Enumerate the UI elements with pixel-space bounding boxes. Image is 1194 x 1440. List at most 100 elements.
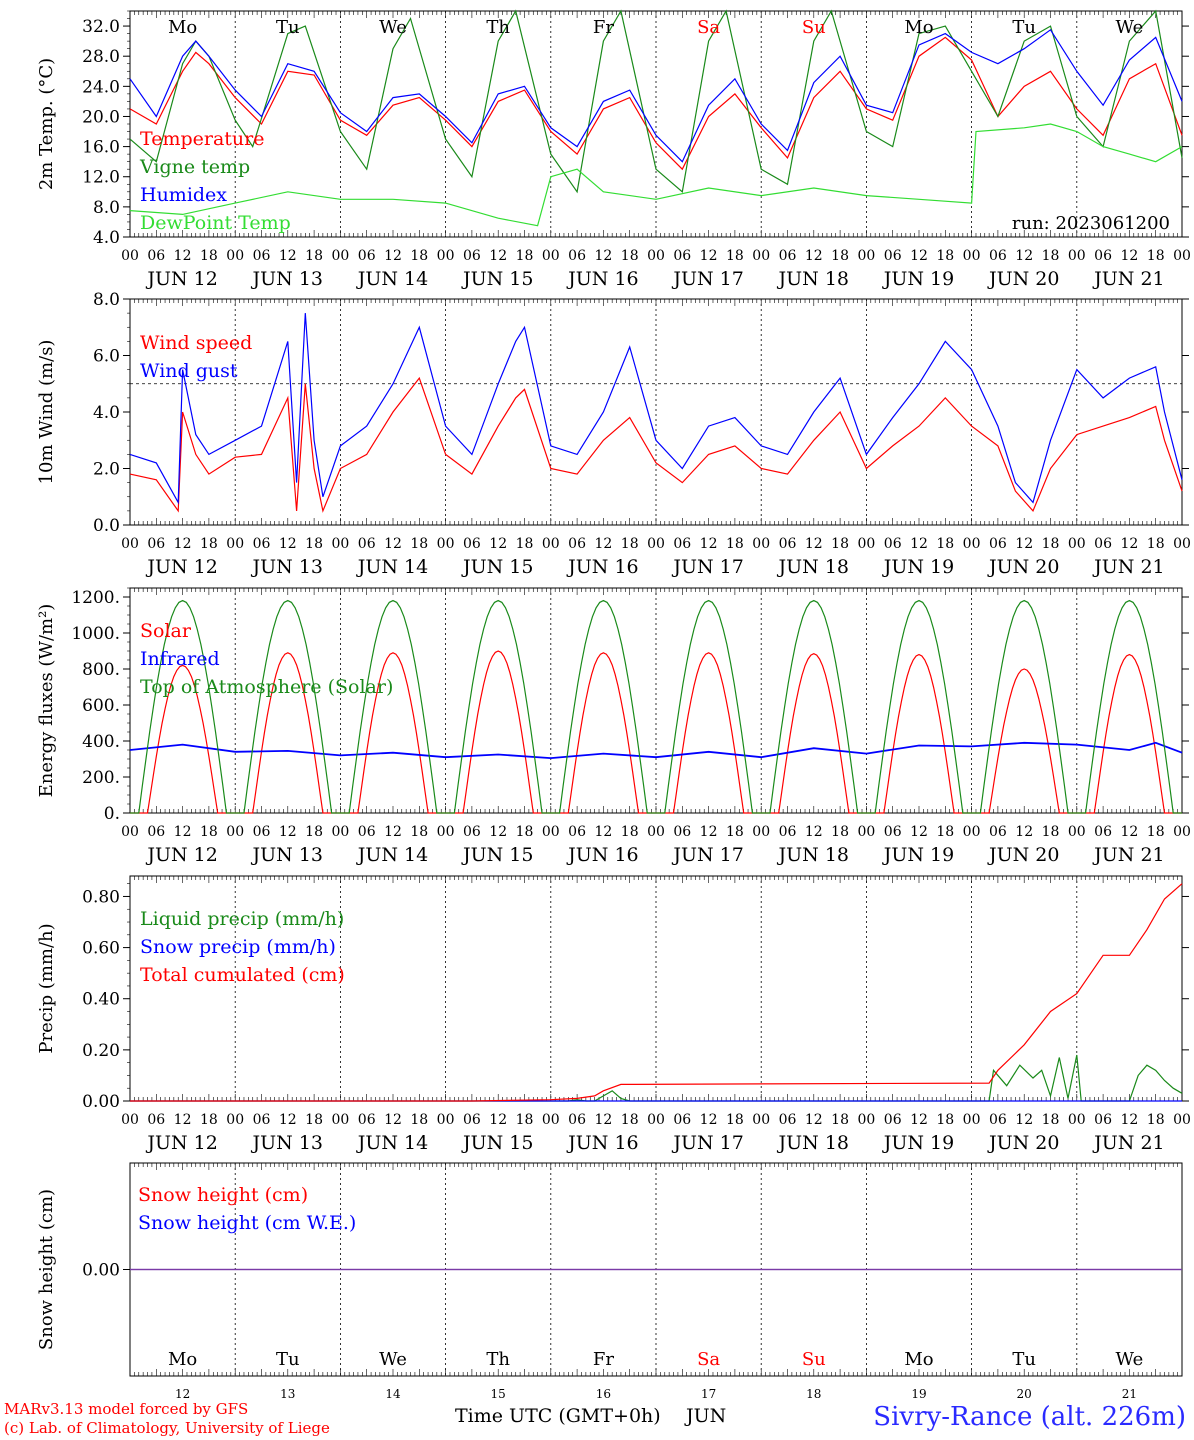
- date-label: JUN 18: [777, 1132, 849, 1154]
- hour-tick-label: 12: [910, 1112, 928, 1128]
- day-number-label: 19: [911, 1387, 926, 1401]
- hour-tick-label: 00: [752, 248, 770, 264]
- legend-entry: Snow height (cm): [138, 1184, 308, 1206]
- hour-tick-label: 06: [147, 824, 165, 840]
- hour-tick-label: 06: [1094, 536, 1112, 552]
- hour-tick-label: 12: [174, 1112, 192, 1128]
- weekday-label: Su: [802, 17, 826, 38]
- date-label: JUN 14: [356, 1132, 428, 1154]
- hour-tick-label: 18: [516, 1112, 534, 1128]
- hour-tick-label: 00: [857, 248, 875, 264]
- hour-tick-label: 00: [226, 824, 244, 840]
- hour-tick-label: 18: [516, 536, 534, 552]
- hour-tick-label: 12: [489, 536, 507, 552]
- hour-tick-label: 00: [121, 824, 139, 840]
- legend-entry: DewPoint Temp: [140, 212, 291, 234]
- y-tick-label: 0.00: [82, 1092, 120, 1112]
- hour-tick-label: 06: [989, 536, 1007, 552]
- hour-tick-label: 18: [200, 1112, 218, 1128]
- legend-entry: Infrared: [140, 648, 220, 670]
- y-tick-label: 24.0: [82, 77, 120, 97]
- hour-tick-label: 00: [121, 248, 139, 264]
- y-tick-label: 8.0: [93, 198, 120, 218]
- series-line: [130, 883, 1183, 1102]
- hour-tick-label: 12: [384, 248, 402, 264]
- date-label: JUN 13: [251, 556, 323, 578]
- series-line: [129, 36, 1183, 171]
- hour-tick-label: 06: [989, 248, 1007, 264]
- hour-tick-label: 06: [779, 536, 797, 552]
- legend-entry: Temperature: [140, 128, 264, 150]
- hour-tick-label: 12: [1015, 1112, 1033, 1128]
- hour-tick-label: 00: [963, 1112, 981, 1128]
- hour-tick-label: 18: [1147, 536, 1165, 552]
- hour-tick-label: 18: [936, 1112, 954, 1128]
- day-number-label: 15: [491, 1387, 506, 1401]
- hour-tick-label: 00: [857, 536, 875, 552]
- hour-tick-label: 12: [700, 1112, 718, 1128]
- weekday-label: Tu: [1012, 1349, 1036, 1370]
- weekday-label: Mo: [168, 17, 197, 38]
- hour-tick-label: 12: [594, 1112, 612, 1128]
- date-label: JUN 14: [356, 844, 428, 866]
- hour-tick-label: 00: [226, 1112, 244, 1128]
- hour-tick-label: 06: [673, 536, 691, 552]
- y-axis-label: Snow height (cm): [36, 1189, 57, 1350]
- hour-tick-label: 06: [147, 536, 165, 552]
- hour-tick-label: 12: [805, 1112, 823, 1128]
- hour-tick-label: 06: [673, 824, 691, 840]
- legend-entry: Total cumulated (cm): [140, 964, 345, 986]
- hour-tick-label: 00: [1173, 248, 1191, 264]
- x-axis-title: Time UTC (GMT+0h): [455, 1405, 661, 1427]
- y-tick-label: 0.00: [82, 1261, 120, 1281]
- hour-tick-label: 06: [673, 248, 691, 264]
- date-label: JUN 13: [251, 268, 323, 290]
- y-axis-label: Energy fluxes (W/m²): [36, 604, 57, 798]
- day-number-label: 21: [1122, 1387, 1137, 1401]
- hour-tick-label: 00: [1173, 824, 1191, 840]
- hour-tick-label: 18: [1042, 248, 1060, 264]
- hour-tick-label: 18: [936, 824, 954, 840]
- hour-tick-label: 12: [489, 824, 507, 840]
- hour-tick-label: 18: [726, 1112, 744, 1128]
- hour-tick-label: 12: [174, 248, 192, 264]
- hour-tick-label: 06: [463, 536, 481, 552]
- hour-tick-label: 06: [779, 1112, 797, 1128]
- hour-tick-label: 12: [279, 248, 297, 264]
- date-label: JUN 21: [1092, 844, 1164, 866]
- hour-tick-label: 06: [1094, 824, 1112, 840]
- hour-tick-label: 00: [226, 248, 244, 264]
- date-label: JUN 15: [461, 556, 533, 578]
- weekday-label: Sa: [697, 17, 720, 38]
- hour-tick-label: 00: [331, 1112, 349, 1128]
- hour-tick-label: 12: [1015, 536, 1033, 552]
- date-label: JUN 19: [882, 1132, 954, 1154]
- y-tick-label: 1000.: [71, 624, 120, 644]
- hour-tick-label: 12: [910, 248, 928, 264]
- hour-tick-label: 12: [805, 824, 823, 840]
- hour-tick-label: 06: [358, 1112, 376, 1128]
- date-label: JUN 19: [882, 844, 954, 866]
- hour-tick-label: 00: [1068, 536, 1086, 552]
- y-tick-label: 16.0: [82, 138, 120, 158]
- hour-tick-label: 06: [463, 1112, 481, 1128]
- hour-tick-label: 06: [147, 1112, 165, 1128]
- hour-tick-label: 18: [410, 536, 428, 552]
- hour-tick-label: 00: [331, 536, 349, 552]
- weekday-label: Tu: [276, 1349, 300, 1370]
- y-tick-label: 32.0: [82, 17, 120, 37]
- series-line: [129, 123, 1183, 227]
- y-tick-label: 400.: [82, 732, 120, 752]
- date-label: JUN 21: [1092, 556, 1164, 578]
- hour-tick-label: 06: [147, 248, 165, 264]
- y-tick-label: 0.40: [82, 990, 120, 1010]
- day-number-label: 14: [385, 1387, 401, 1401]
- hour-tick-label: 18: [726, 824, 744, 840]
- hour-tick-label: 00: [437, 248, 455, 264]
- hour-tick-label: 12: [489, 248, 507, 264]
- panel-2: 0.0 2.0 4.0 6.0 8.0 10m Wind (m/s) Wind speed W…: [36, 290, 1191, 578]
- date-label: JUN 20: [987, 556, 1059, 578]
- hour-tick-label: 00: [1173, 536, 1191, 552]
- hour-tick-label: 12: [1120, 536, 1138, 552]
- hour-tick-label: 06: [884, 248, 902, 264]
